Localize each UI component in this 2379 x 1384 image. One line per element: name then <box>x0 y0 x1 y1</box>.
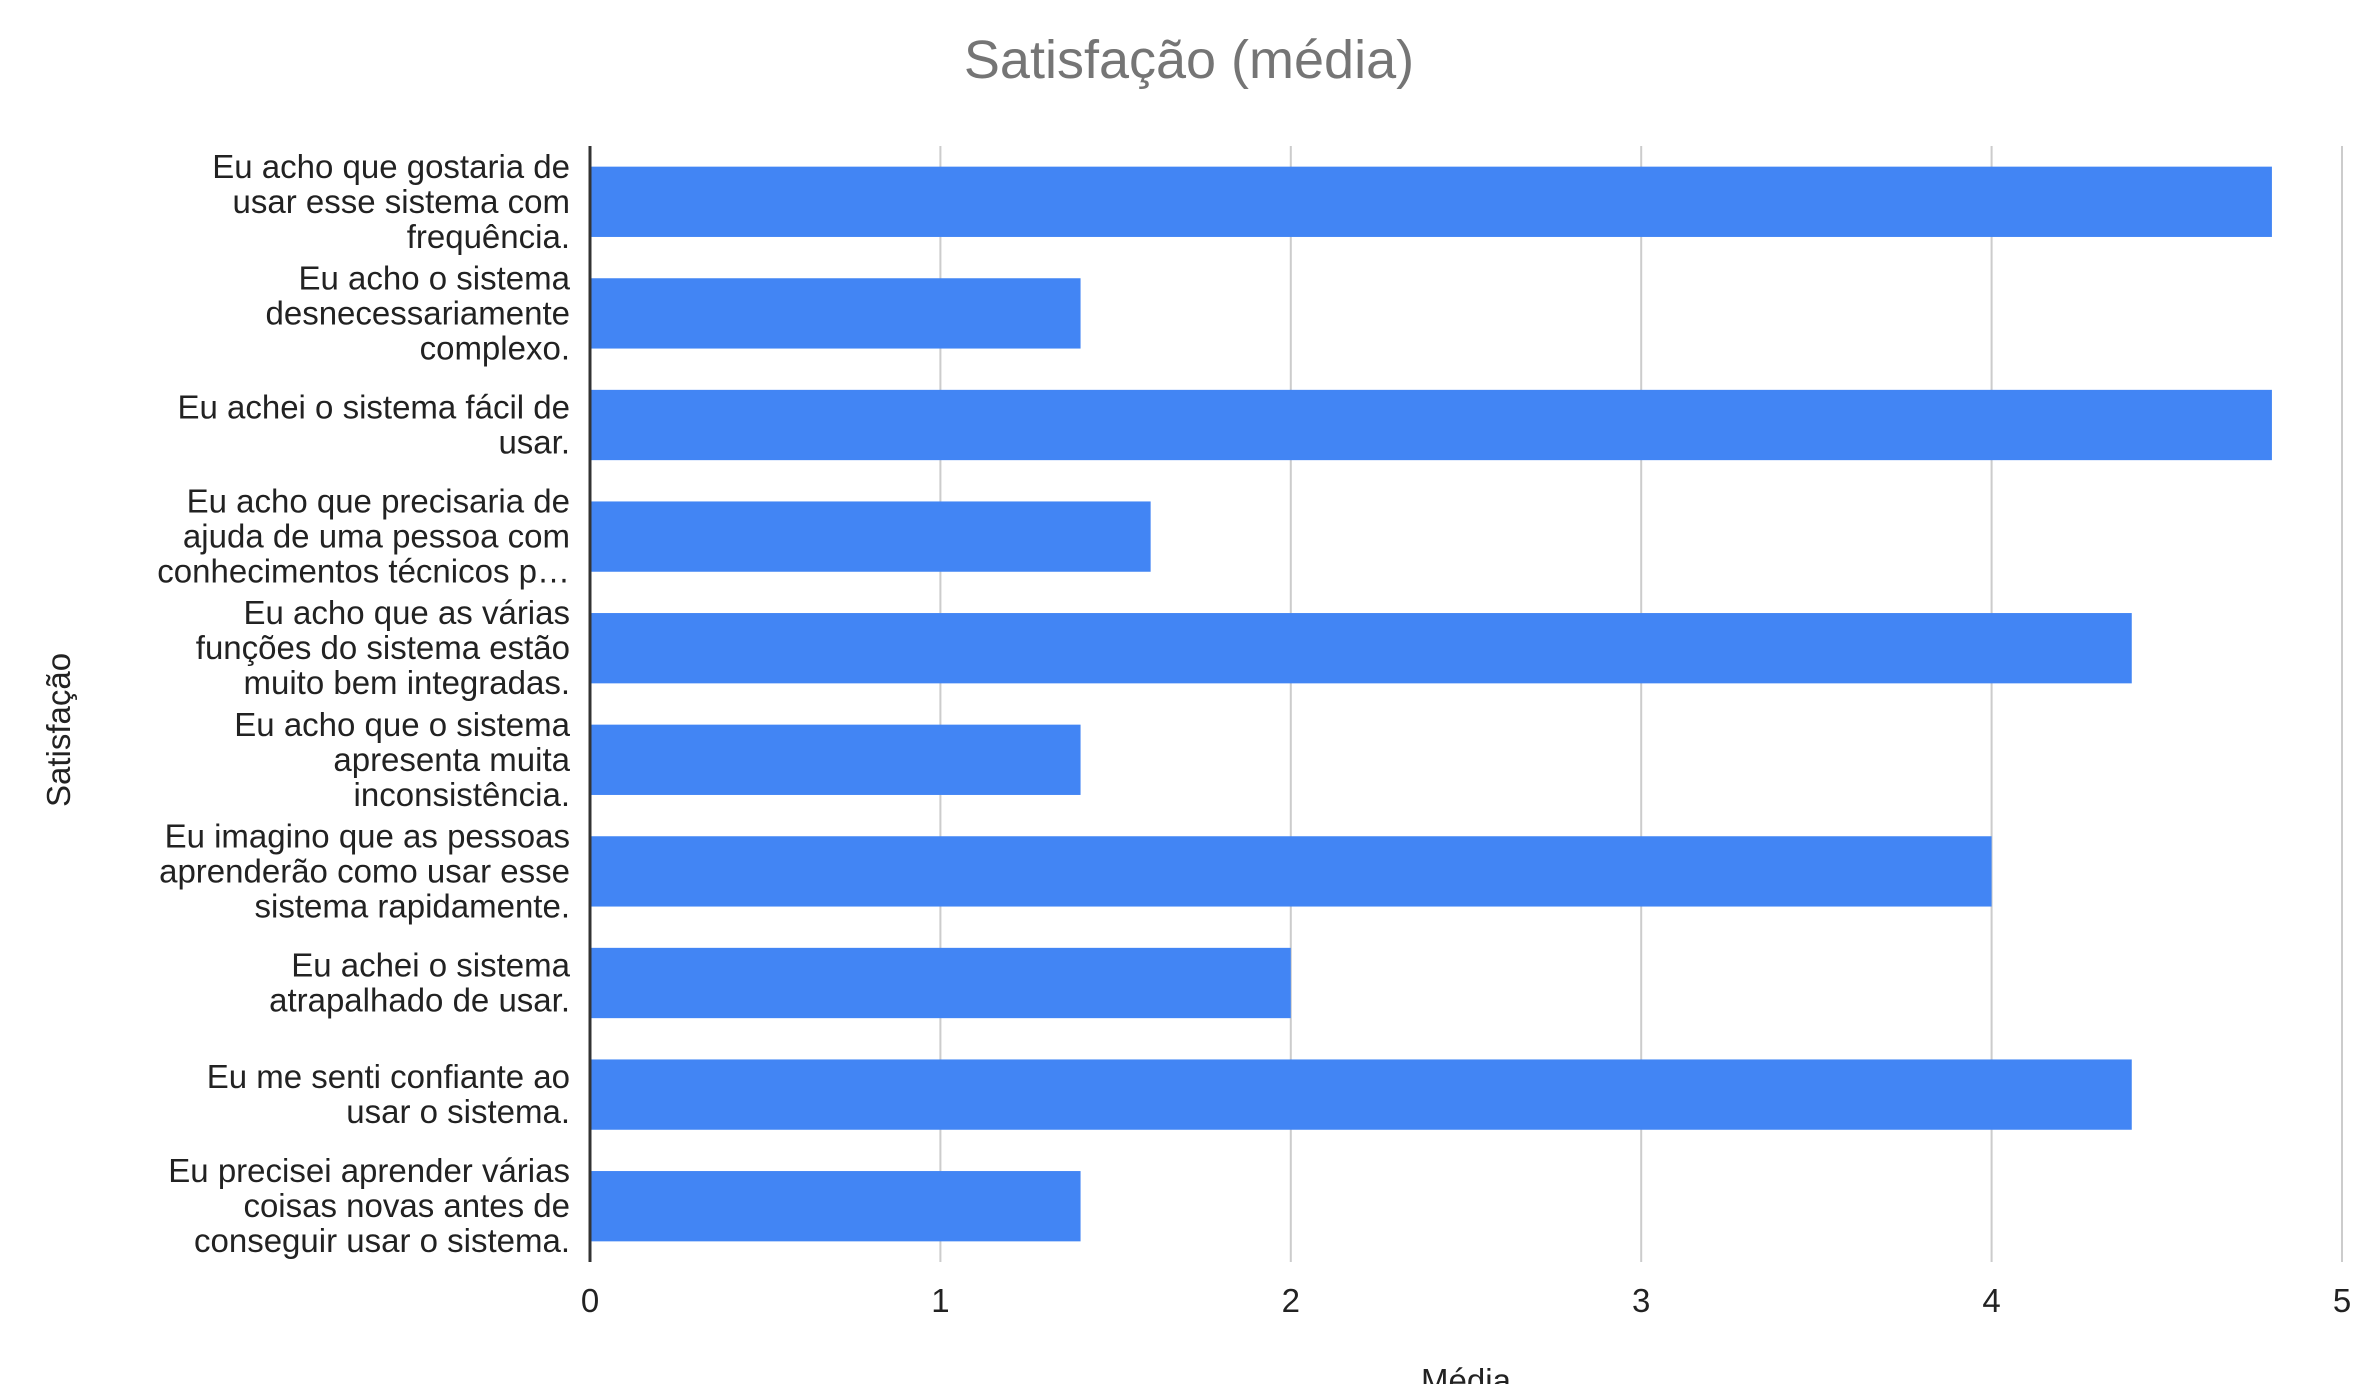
x-tick-label: 4 <box>1982 1282 2000 1319</box>
category-label-line: frequência. <box>407 218 570 255</box>
category-label: Eu acho que gostaria de usar esse sistema… <box>212 148 570 255</box>
category-label-line: conhecimentos técnicos p… <box>157 553 570 590</box>
category-label: Eu achei o sistema atrapalhado de usar. <box>269 947 571 1019</box>
category-label-line: Eu acho que precisaria de <box>187 483 570 520</box>
category-label-line: aprenderão como usar esse <box>159 852 570 889</box>
category-label-line: Eu precisei aprender várias <box>168 1152 570 1189</box>
x-tick-labels: 0 1 2 3 4 5 <box>581 1282 2351 1319</box>
y-axis-title: Satisfação <box>40 653 77 807</box>
category-label-line: Eu acho que o sistema <box>234 706 570 743</box>
bar <box>590 501 1151 572</box>
bar <box>590 278 1081 349</box>
bar <box>590 613 2132 684</box>
category-label-line: sistema rapidamente. <box>255 887 570 924</box>
x-axis-title: Média <box>1421 1362 1512 1384</box>
bar <box>590 1171 1081 1242</box>
category-label-line: coisas novas antes de <box>243 1187 570 1224</box>
category-label-line: apresenta muita <box>333 741 570 778</box>
category-label: Eu achei o sistema fácil de usar. <box>177 389 570 461</box>
bar <box>590 947 1291 1019</box>
category-label-line: Eu acho o sistema <box>299 259 571 296</box>
category-label-line: Eu acho que as várias <box>243 594 570 631</box>
category-label: Eu precisei aprender várias coisas novas … <box>168 1152 570 1259</box>
category-label-line: complexo. <box>420 329 570 366</box>
category-label-line: conseguir usar o sistema. <box>194 1222 570 1259</box>
category-label-line: atrapalhado de usar. <box>269 982 570 1019</box>
category-label-line: Eu imagino que as pessoas <box>165 817 570 854</box>
category-label: Eu acho que precisaria de ajuda de uma pe… <box>157 483 570 590</box>
category-label-line: muito bem integradas. <box>243 664 570 701</box>
category-label-line: Eu acho que gostaria de <box>212 148 570 185</box>
category-label-line: usar. <box>498 424 570 461</box>
chart-title: Satisfação (média) <box>964 30 1414 90</box>
bar <box>590 1059 2132 1130</box>
category-label: Eu acho que o sistema apresenta muita inco… <box>234 706 570 813</box>
x-tick-label: 5 <box>2333 1282 2351 1319</box>
category-label: Eu acho o sistema desnecessariamente compl… <box>265 259 570 366</box>
x-tick-label: 2 <box>1282 1282 1300 1319</box>
category-label-line: desnecessariamente <box>265 294 570 331</box>
category-label-line: usar o sistema. <box>346 1093 570 1130</box>
category-labels: Eu acho que gostaria de usar esse sistema… <box>157 148 570 1259</box>
category-label-line: ajuda de uma pessoa com <box>183 518 570 555</box>
x-tick-label: 0 <box>581 1282 599 1319</box>
category-label: Eu me senti confiante ao usar o sistema. <box>207 1058 570 1130</box>
x-tick-label: 3 <box>1632 1282 1650 1319</box>
category-label-line: Eu achei o sistema <box>291 947 570 984</box>
category-label: Eu acho que as várias funções do sistema … <box>196 594 570 701</box>
bar <box>590 389 2272 461</box>
bar <box>590 166 2272 237</box>
bar <box>590 724 1081 795</box>
bar <box>590 836 1992 907</box>
category-label-line: usar esse sistema com <box>233 183 570 220</box>
x-tick-label: 1 <box>931 1282 949 1319</box>
category-label-line: funções do sistema estão <box>196 629 570 666</box>
category-label-line: Eu achei o sistema fácil de <box>177 389 570 426</box>
category-label-line: inconsistência. <box>354 776 570 813</box>
bars <box>590 166 2272 1242</box>
category-label-line: Eu me senti confiante ao <box>207 1058 570 1095</box>
category-label: Eu imagino que as pessoas aprenderão como… <box>159 817 570 924</box>
